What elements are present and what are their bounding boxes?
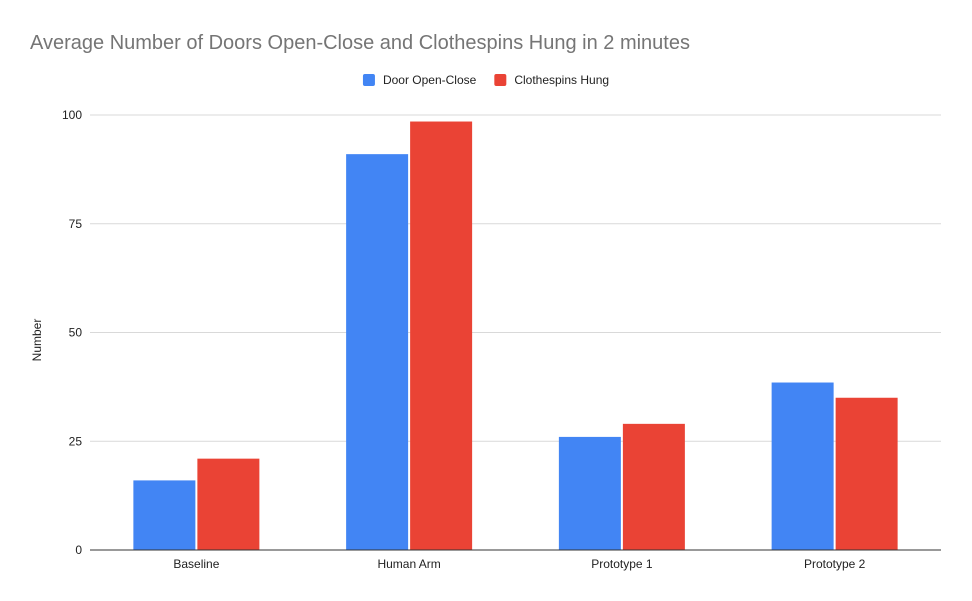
- y-tick-label: 25: [69, 434, 83, 448]
- y-tick-label: 0: [75, 543, 82, 557]
- legend-label: Clothespins Hung: [514, 73, 609, 87]
- bar-door-open-close-prototype-1: [558, 436, 621, 550]
- y-axis-ticks: 0 25 50 75 100: [62, 108, 82, 557]
- bar-clothespins-hung-prototype-2: [835, 397, 898, 550]
- bar-door-open-close-prototype-2: [771, 382, 834, 550]
- chart-title: Average Number of Doors Open-Close and C…: [30, 32, 690, 54]
- legend-label: Door Open-Close: [383, 73, 477, 87]
- x-tick-label: Human Arm: [377, 557, 440, 571]
- x-tick-label: Prototype 2: [804, 557, 866, 571]
- bar-clothespins-hung-prototype-1: [622, 423, 685, 550]
- y-tick-label: 100: [62, 108, 82, 122]
- bar-door-open-close-human-arm: [346, 154, 409, 550]
- legend-swatch: [362, 74, 375, 86]
- x-axis-ticks: Baseline Human Arm Prototype 1 Prototype 2: [173, 557, 865, 571]
- bar-clothespins-hung-human-arm: [410, 121, 473, 551]
- y-tick-label: 75: [69, 217, 83, 231]
- x-tick-label: Prototype 1: [591, 557, 653, 571]
- x-tick-label: Baseline: [173, 557, 219, 571]
- y-tick-label: 50: [69, 326, 83, 340]
- legend: Door Open-Close Clothespins Hung: [362, 73, 609, 87]
- bar-clothespins-hung-baseline: [197, 458, 260, 550]
- bar-door-open-close-baseline: [133, 480, 196, 550]
- y-axis-label: Number: [30, 319, 44, 362]
- legend-swatch: [494, 74, 507, 86]
- bars: [133, 121, 898, 551]
